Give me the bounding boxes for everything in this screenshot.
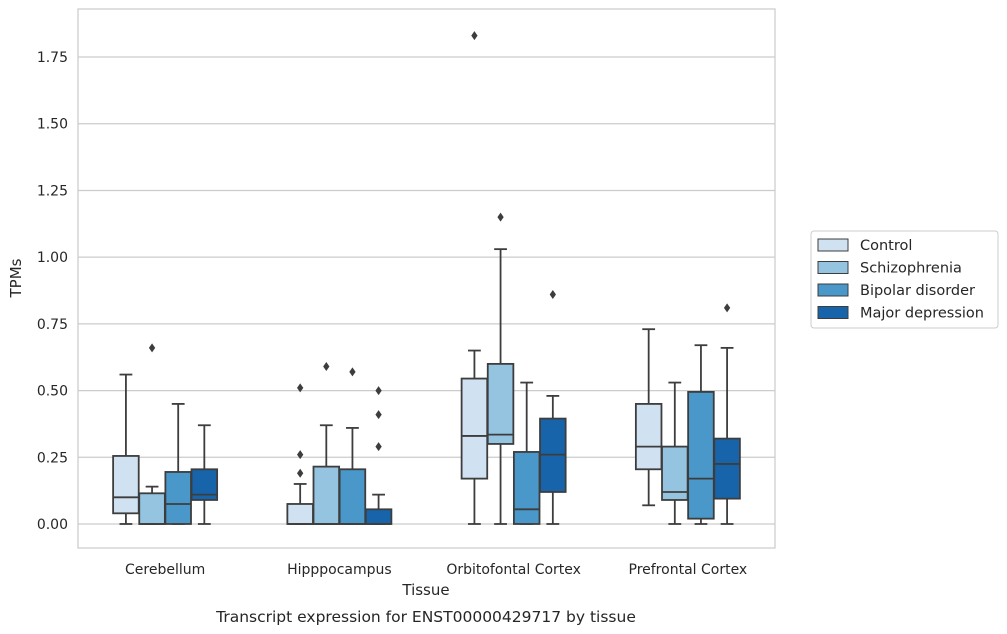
x-axis-ticks: Cerebellum Hipppocampus Orbitofontal Corte… bbox=[125, 562, 747, 578]
outlier-point bbox=[297, 468, 304, 478]
y-axis-label: TPMs bbox=[7, 258, 25, 298]
outlier-point bbox=[549, 290, 556, 300]
plot-frame bbox=[77, 8, 776, 549]
box-iqr bbox=[713, 437, 741, 500]
outlier-point bbox=[497, 212, 504, 222]
legend-swatch bbox=[817, 283, 849, 297]
box-iqr bbox=[338, 468, 367, 525]
x-tick-label: Hipppocampus bbox=[287, 562, 392, 578]
chart-caption: Transcript expression for ENST0000042971… bbox=[215, 608, 636, 626]
legend-swatch bbox=[817, 238, 849, 252]
box-2-0 bbox=[460, 31, 489, 525]
legend-swatch bbox=[817, 261, 849, 274]
box-1-1 bbox=[312, 362, 341, 525]
grid-lines bbox=[78, 56, 775, 525]
box-0-0 bbox=[112, 373, 140, 525]
box-iqr bbox=[112, 455, 140, 515]
box-iqr bbox=[312, 465, 341, 525]
box-3-3 bbox=[713, 303, 741, 525]
y-axis-ticks: 0.00 0.25 0.50 0.75 1.00 1.25 1.50 1.75 bbox=[37, 50, 68, 533]
x-tick-label: Prefrontal Cortex bbox=[629, 562, 748, 578]
outlier-point bbox=[349, 367, 356, 377]
y-tick-label: 1.00 bbox=[37, 250, 68, 266]
plot-boxes bbox=[112, 31, 741, 525]
legend: Control Schizophrenia Bipolar disorder Majo… bbox=[810, 230, 999, 329]
outlier-point bbox=[471, 31, 478, 41]
legend-label: Major depression bbox=[860, 306, 984, 322]
legend-frame bbox=[810, 230, 999, 329]
box-iqr bbox=[460, 377, 489, 480]
x-tick-label: Cerebellum bbox=[125, 562, 205, 578]
outlier-point bbox=[297, 383, 304, 393]
box-iqr bbox=[286, 503, 314, 525]
box-iqr bbox=[164, 471, 192, 525]
y-tick-label: 0.75 bbox=[37, 317, 68, 333]
legend-label: Control bbox=[860, 238, 912, 254]
box-iqr bbox=[138, 492, 166, 525]
y-tick-label: 1.25 bbox=[37, 183, 68, 199]
box-1-3 bbox=[364, 386, 393, 525]
y-tick-label: 1.50 bbox=[37, 117, 68, 133]
y-tick-label: 0.00 bbox=[37, 517, 68, 533]
x-axis-label: Tissue bbox=[401, 581, 449, 599]
outlier-point bbox=[723, 303, 731, 313]
outlier-point bbox=[323, 362, 330, 372]
box-3-1 bbox=[661, 381, 689, 525]
box-0-3 bbox=[190, 424, 219, 525]
y-tick-label: 0.50 bbox=[37, 384, 68, 400]
box-0-2 bbox=[164, 403, 192, 525]
legend-label: Schizophrenia bbox=[860, 261, 962, 277]
box-iqr bbox=[634, 403, 663, 471]
box-2-2 bbox=[512, 381, 541, 525]
outlier-point bbox=[375, 442, 382, 452]
box-iqr bbox=[486, 362, 515, 445]
outlier-point bbox=[148, 343, 156, 353]
y-tick-label: 1.75 bbox=[37, 50, 68, 66]
box-1-2 bbox=[338, 367, 367, 525]
box-1-0 bbox=[286, 383, 314, 525]
box-iqr bbox=[364, 508, 393, 525]
box-3-0 bbox=[634, 328, 663, 507]
x-tick-label: Orbitofontal Cortex bbox=[446, 562, 581, 578]
box-2-3 bbox=[539, 290, 567, 525]
legend-label: Bipolar disorder bbox=[860, 283, 975, 299]
box-2-1 bbox=[486, 212, 515, 525]
box-3-2 bbox=[687, 344, 715, 525]
box-iqr bbox=[512, 451, 541, 525]
legend-swatch bbox=[817, 306, 849, 319]
y-tick-label: 0.25 bbox=[37, 450, 68, 466]
outlier-point bbox=[375, 386, 382, 396]
box-0-1 bbox=[138, 343, 166, 525]
outlier-point bbox=[375, 410, 382, 420]
outlier-point bbox=[297, 450, 304, 460]
box-iqr bbox=[687, 391, 715, 520]
